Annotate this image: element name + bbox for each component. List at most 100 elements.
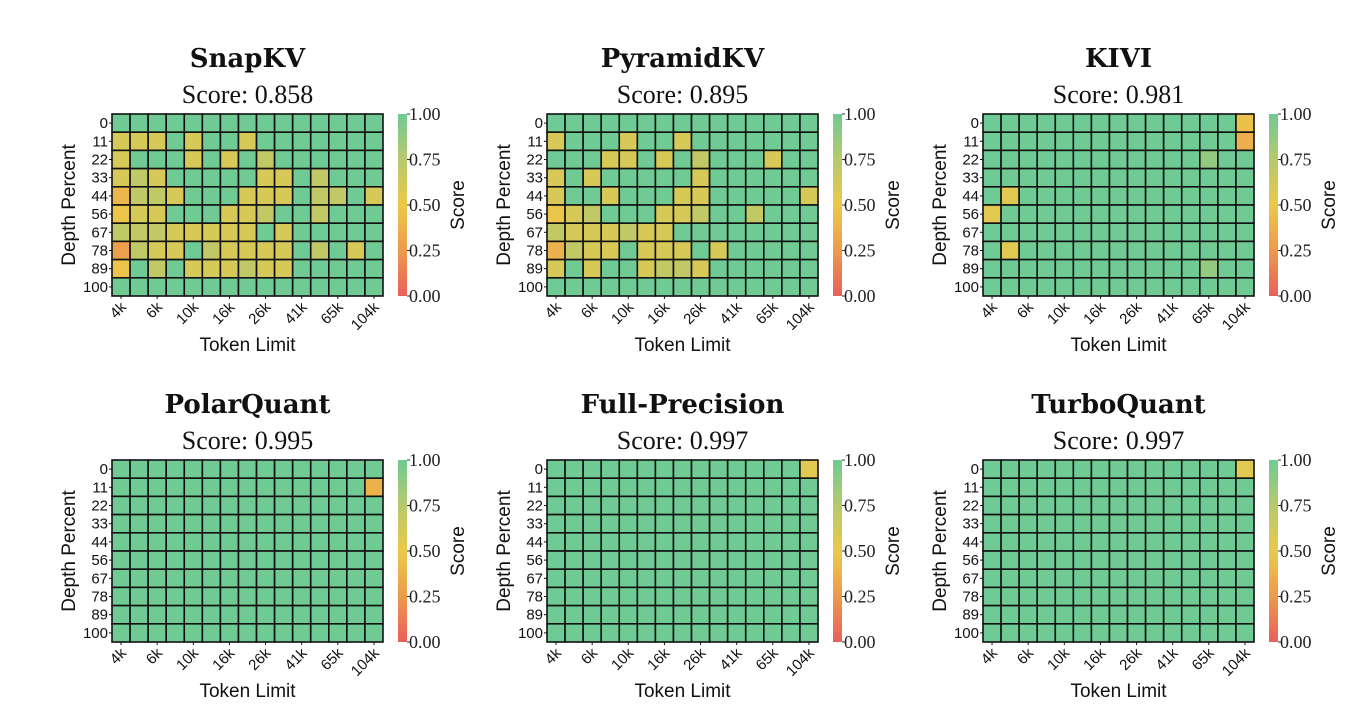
heatmap-cell: [364, 186, 384, 206]
colorbar-tick-label: 0.00: [409, 286, 441, 306]
heatmap-cell: [291, 495, 312, 516]
heatmap-cell: [1162, 513, 1183, 534]
heatmap-cell: [1126, 513, 1147, 534]
heatmap-cell: [564, 513, 584, 534]
heatmap-cell: [982, 276, 1002, 297]
heatmap-cell: [273, 131, 294, 152]
heatmap-cell: [654, 459, 675, 480]
x-tick-label: 6k: [578, 644, 602, 668]
x-tick-label: 16k: [1080, 298, 1109, 327]
heatmap-cell: [726, 131, 747, 152]
heatmap-cell: [273, 459, 294, 480]
heatmap-cell: [309, 568, 330, 589]
heatmap-cell: [129, 495, 149, 516]
heatmap-cell: [546, 622, 566, 643]
heatmap-cell: [327, 186, 348, 206]
heatmap-cell: [129, 513, 149, 534]
colorbar-label: Score: [1319, 526, 1340, 576]
heatmap-cell: [1018, 459, 1039, 480]
heatmap-cell: [309, 186, 330, 206]
heatmap-cell: [744, 477, 765, 498]
heatmap-cell: [618, 113, 639, 134]
heatmap-cell: [1217, 513, 1237, 534]
heatmap-cell: [762, 240, 783, 261]
heatmap-cell: [1018, 477, 1039, 498]
heatmap-cell: [1217, 222, 1237, 243]
heatmap-cell: [1235, 604, 1255, 625]
heatmap-cell: [1180, 459, 1201, 480]
heatmap-cell: [346, 258, 366, 279]
heatmap-cell: [618, 513, 639, 534]
heatmap-cell: [1162, 531, 1183, 552]
heatmap-cell: [309, 222, 330, 243]
heatmap-cell: [309, 276, 330, 297]
heatmap-cell: [183, 531, 204, 552]
chart-title: SnapKV: [190, 44, 306, 74]
x-tick-label: 16k: [209, 298, 238, 327]
heatmap-cell: [982, 222, 1002, 243]
heatmap-cell: [309, 113, 330, 134]
heatmap-cell: [600, 550, 621, 571]
heatmap-cell: [1217, 459, 1237, 480]
heatmap-cell: [582, 568, 603, 589]
heatmap-cell: [183, 276, 204, 297]
y-axis-label: Depth Percent: [930, 490, 951, 612]
heatmap-cell: [201, 222, 222, 243]
y-tick-label: 78: [91, 589, 108, 606]
heatmap-cell: [781, 186, 801, 206]
heatmap-cell: [781, 222, 801, 243]
heatmap-cell: [1180, 167, 1201, 188]
heatmap-cell: [273, 531, 294, 552]
heatmap-cell: [237, 204, 258, 225]
x-tick-label: 41k: [716, 298, 745, 327]
colorbar-tick-label: 1.00: [409, 104, 441, 124]
heatmap-cell: [291, 531, 312, 552]
y-tick-label: 22: [526, 498, 543, 515]
heatmap-cell: [1144, 459, 1165, 480]
heatmap-cell: [636, 113, 657, 134]
heatmap-cell: [1054, 459, 1075, 480]
heatmap-cell: [364, 258, 384, 279]
heatmap-cell: [129, 131, 149, 152]
heatmap-cell: [708, 477, 729, 498]
heatmap-cell: [636, 131, 657, 152]
heatmap-cell: [327, 550, 348, 571]
heatmap-cell: [237, 113, 258, 134]
x-tick-label: 4k: [978, 298, 1002, 322]
heatmap-cell: [1180, 204, 1201, 225]
heatmap-cell: [327, 459, 348, 480]
heatmap-cell: [309, 477, 330, 498]
heatmap-cell: [291, 240, 312, 261]
y-tick-label: 22: [526, 152, 543, 169]
heatmap-cell: [654, 222, 675, 243]
heatmap-cell: [618, 477, 639, 498]
heatmap-cell: [183, 186, 204, 206]
heatmap-cell: [708, 622, 729, 643]
y-tick-label: 67: [91, 570, 108, 587]
heatmap-cell: [600, 113, 621, 134]
heatmap-cell: [201, 186, 222, 206]
heatmap-cell: [1036, 550, 1057, 571]
heatmap-cell: [129, 149, 149, 170]
heatmap-cell: [1126, 113, 1147, 134]
heatmap-cell: [1235, 167, 1255, 188]
heatmap-cell: [564, 622, 584, 643]
heatmap-cell: [291, 550, 312, 571]
heatmap-cell: [1235, 186, 1255, 206]
heatmap-cell: [1036, 258, 1057, 279]
heatmap-cell: [237, 149, 258, 170]
x-tick-label: 104k: [783, 298, 818, 333]
heatmap-cell: [309, 586, 330, 607]
x-tick-label: 104k: [1219, 644, 1254, 679]
heatmap-cell: [346, 550, 366, 571]
heatmap-cell: [111, 622, 131, 643]
y-axis-label: Depth Percent: [494, 144, 515, 266]
heatmap-cell: [346, 586, 366, 607]
heatmap-cell: [219, 568, 240, 589]
heatmap-cell: [1199, 550, 1219, 571]
heatmap-cell: [564, 276, 584, 297]
heatmap-cell: [690, 513, 711, 534]
heatmap-cell: [762, 568, 783, 589]
heatmap-cell: [147, 204, 167, 225]
